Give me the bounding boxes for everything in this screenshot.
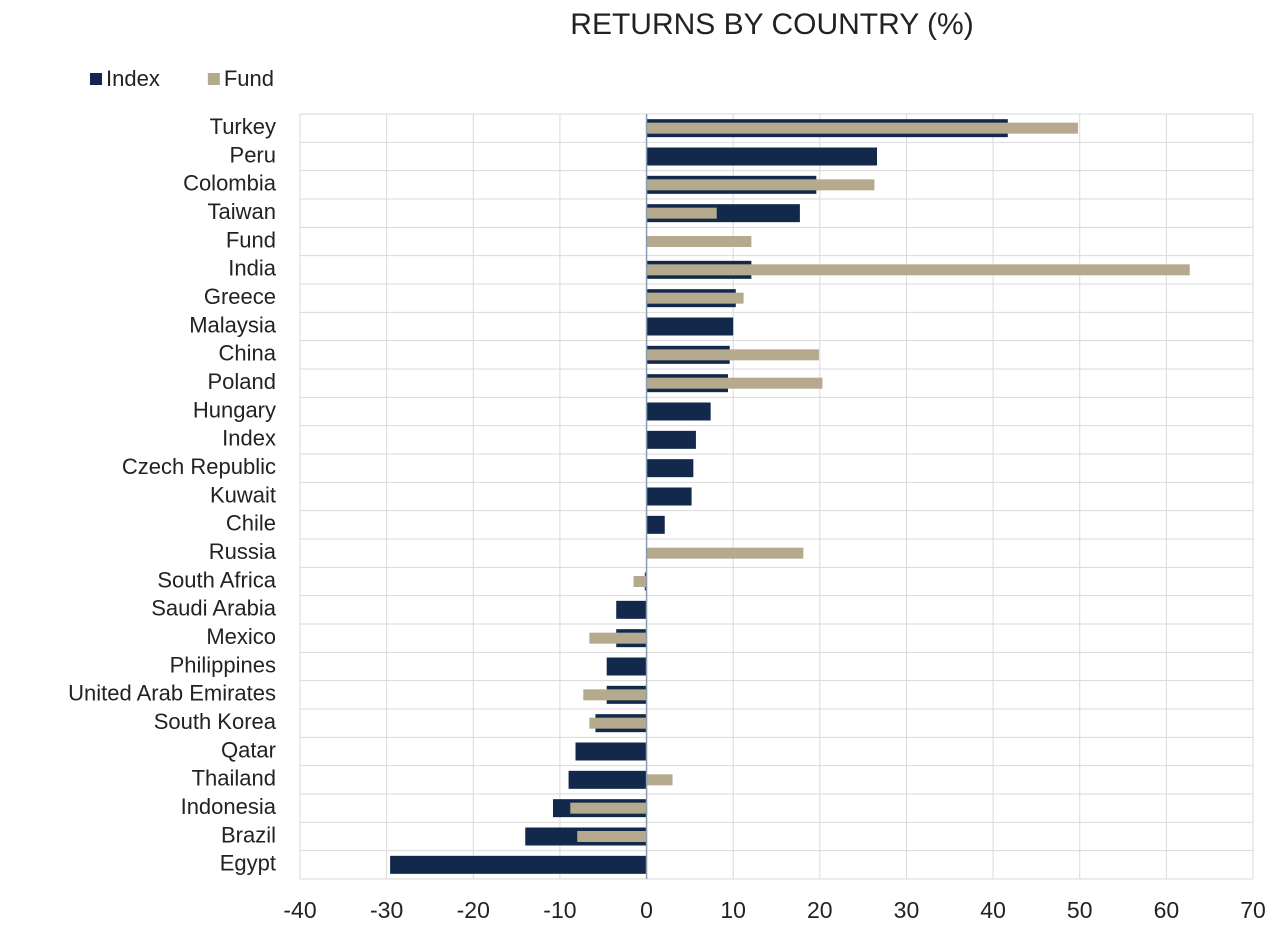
bar [646,179,875,191]
y-tick-label: Indonesia [181,794,277,819]
y-tick-label: South Africa [157,567,276,592]
x-tick-label: 20 [807,897,833,923]
bar [646,487,692,506]
y-tick-label: Greece [204,284,276,309]
y-tick-label: Colombia [183,171,277,196]
x-tick-label: 10 [720,897,746,923]
y-tick-label: Thailand [192,766,276,791]
bar [568,770,647,789]
y-tick-label: Saudi Arabia [151,596,277,621]
y-tick-label: Malaysia [189,312,277,337]
x-tick-label: -40 [283,897,316,923]
x-tick-label: 40 [980,897,1006,923]
y-tick-label: South Korea [154,709,277,734]
y-tick-label: United Arab Emirates [68,681,276,706]
y-tick-label: Taiwan [208,199,276,224]
bar [390,855,647,874]
bar [633,576,647,587]
legend-label: Fund [224,66,274,91]
y-tick-label: Turkey [210,114,276,139]
bar [575,742,647,761]
bar [646,430,696,449]
y-tick-label: Qatar [221,737,276,762]
y-tick-label: Fund [226,227,276,252]
y-tick-label: China [219,341,277,366]
bar [646,236,752,247]
bar [646,377,823,389]
x-tick-label: 70 [1240,897,1266,923]
y-tick-label: Poland [207,369,276,394]
bar [589,632,647,644]
y-tick-label: Index [222,426,276,451]
y-tick-label: Mexico [206,624,276,649]
legend-label: Index [106,66,160,91]
bar [646,122,1078,134]
legend-swatch [207,73,220,85]
y-tick-label: Kuwait [210,482,276,507]
x-tick-label: -20 [457,897,490,923]
x-tick-label: 0 [640,897,653,923]
bar [646,147,877,166]
x-tick-label: -10 [543,897,576,923]
x-tick-label: -30 [370,897,403,923]
y-tick-label: Czech Republic [122,454,276,479]
y-tick-label: Russia [209,539,277,564]
bar [616,600,647,619]
y-tick-label: Hungary [193,397,276,422]
bar [646,292,744,304]
legend-swatch [90,73,102,85]
y-tick-label: India [228,256,276,281]
bar [583,689,647,701]
x-tick-label: 60 [1154,897,1180,923]
bar [646,349,819,361]
y-tick-label: Philippines [170,652,276,677]
x-tick-label: 30 [894,897,920,923]
bar [646,317,734,336]
bar [646,515,665,534]
bar [646,547,804,559]
bar [646,774,673,786]
y-tick-label: Chile [226,511,276,536]
y-tick-label: Egypt [220,851,276,876]
bar [577,831,647,842]
bar [646,264,1190,276]
x-tick-label: 50 [1067,897,1093,923]
bar [646,459,694,478]
y-tick-label: Peru [230,142,276,167]
bar [589,717,647,729]
bar [606,657,647,676]
bar [570,802,647,814]
chart-title: RETURNS BY COUNTRY (%) [570,8,973,41]
y-tick-label: Brazil [221,822,276,847]
bar [646,207,717,219]
bar [646,402,711,421]
